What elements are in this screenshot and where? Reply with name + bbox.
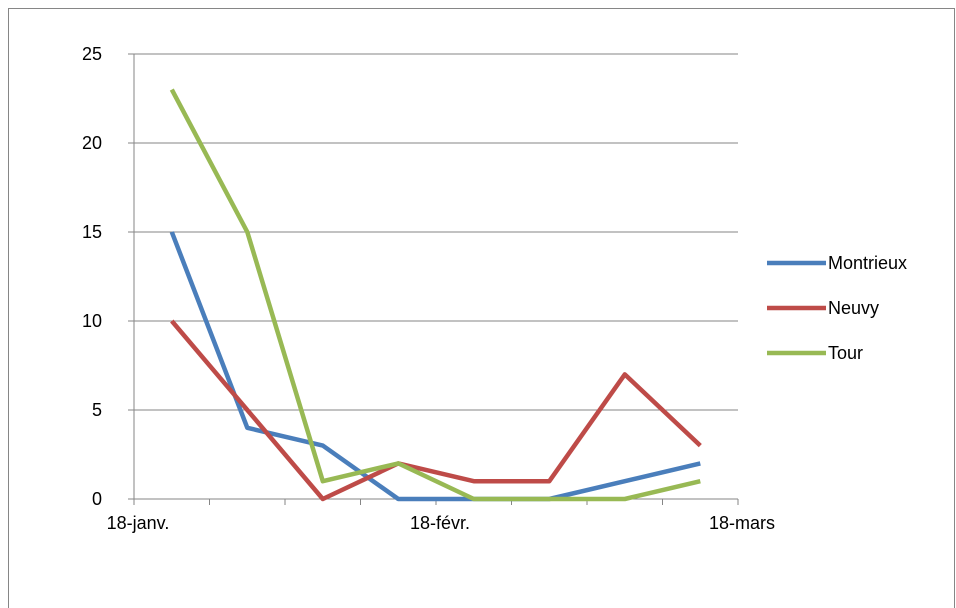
series-lines bbox=[169, 88, 702, 502]
legend-label-tour: Tour bbox=[828, 343, 863, 363]
y-tick-labels: 0 5 10 15 20 25 bbox=[82, 44, 102, 509]
series-line-montrieux bbox=[169, 231, 701, 502]
x-tick-label: 18-févr. bbox=[410, 513, 470, 533]
y-tick-label: 25 bbox=[82, 44, 102, 64]
legend-label-montrieux: Montrieux bbox=[828, 253, 907, 273]
series-line-neuvy bbox=[170, 319, 702, 502]
x-tick-labels: 18-janv.18-févr.18-mars18-avr. bbox=[107, 513, 775, 533]
y-tick-label: 20 bbox=[82, 133, 102, 153]
axes bbox=[128, 53, 739, 505]
gridlines bbox=[134, 53, 738, 411]
legend: Montrieux Neuvy Tour bbox=[767, 253, 907, 363]
y-tick-label: 15 bbox=[82, 222, 102, 242]
x-tick-label: 18-mars bbox=[709, 513, 775, 533]
x-tick-label: 18-janv. bbox=[107, 513, 170, 533]
y-tick-label: 5 bbox=[92, 400, 102, 420]
y-tick-label: 10 bbox=[82, 311, 102, 331]
y-tick-label: 0 bbox=[92, 489, 102, 509]
series-line-tour bbox=[169, 88, 701, 502]
legend-label-neuvy: Neuvy bbox=[828, 298, 879, 318]
